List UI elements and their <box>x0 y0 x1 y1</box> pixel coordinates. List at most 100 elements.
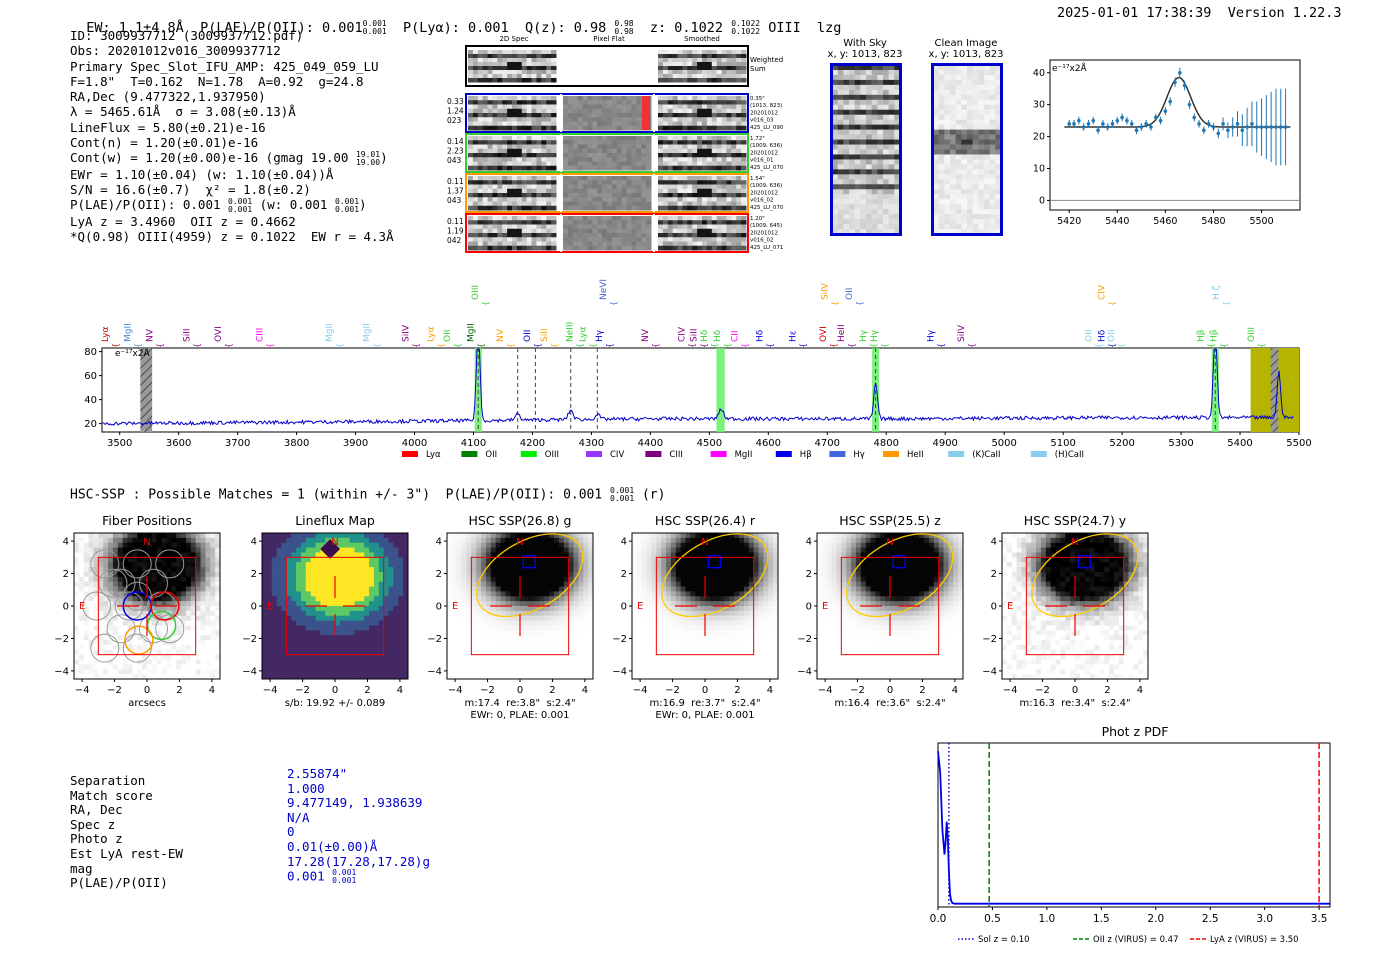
north-label: N <box>331 537 338 548</box>
spec-line-label: Hδ <box>700 329 710 342</box>
spec-line-label: MgII <box>325 323 335 342</box>
spec-legend-swatch <box>775 451 792 457</box>
spec-line-mark: { <box>453 343 462 348</box>
match-value: 17.28(17.28,17.28)g <box>287 853 430 869</box>
zoom-xtick: 5440 <box>1105 216 1129 227</box>
photz-xtick: 1.0 <box>1039 913 1056 925</box>
hsc-ytick: −4 <box>612 666 627 677</box>
spec-line-label: OII <box>1084 330 1094 342</box>
spec-line-label: NV <box>146 328 156 342</box>
zoom-point <box>1081 125 1086 129</box>
hsc-xtick: 2 <box>734 685 740 696</box>
hsc-panel-image: N E −4 −4 −2 −2 0 0 2 2 4 4 <box>54 532 221 696</box>
zoom-point <box>1105 125 1110 129</box>
zoom-point <box>1211 125 1216 129</box>
match-labels: Separation Match score RA, Dec Spec z Photo … <box>70 773 183 891</box>
cutout-row-right: 425_LU_071 <box>750 245 783 251</box>
spec-line-mark: { <box>798 343 807 348</box>
spec-green-band <box>716 348 725 432</box>
hsc-xtick: 2 <box>919 685 925 696</box>
info-block: ID: 3009937712 (3009937712.pdf) Obs: 2020… <box>70 28 394 245</box>
zoom-point <box>1163 109 1168 113</box>
cutout-row-right: v016_01 <box>750 158 774 164</box>
photz-xtick: 0.5 <box>984 913 1001 925</box>
hsc-panel-caption: EWr: 0, PLAE: 0.001 <box>655 710 755 721</box>
hsc-ytick: −2 <box>797 634 812 645</box>
hsc-panel-title: HSC SSP(24.7) y <box>1023 513 1127 528</box>
plya-value: P(Lyα): 0.001 <box>403 20 509 36</box>
spec-line-label: CIV <box>1097 284 1107 300</box>
hsc-xtick: −2 <box>850 685 865 696</box>
hsc-panel-title: HSC SSP(26.8) g <box>468 513 572 528</box>
photz-chart: 0.0 0.5 1.0 1.5 2.0 2.5 3.0 3.5 Sol z = 0.10 OII … <box>930 742 1331 945</box>
north-label: N <box>701 537 708 548</box>
spec-xtick: 3800 <box>284 438 309 449</box>
spec-xtick: 3600 <box>166 438 191 449</box>
qz-bounds: 0.98 0.98 <box>614 19 634 36</box>
spec-line-mark: { <box>436 343 445 348</box>
zoom-point <box>1259 125 1264 129</box>
zoom-point <box>1091 118 1096 123</box>
photz-xtick: 2.0 <box>1147 913 1164 925</box>
hsc-xtick: −4 <box>818 685 833 696</box>
spec-line-mark: { <box>829 343 838 348</box>
hsc-xtick: −4 <box>1003 685 1018 696</box>
spec-legend-label: Hγ <box>853 450 864 460</box>
spec-line-mark: { <box>506 343 515 348</box>
match-label: mag <box>70 860 93 876</box>
spec-legend-label: Hβ <box>800 450 812 460</box>
fiber-circle <box>106 568 136 598</box>
cutout-row-frame <box>465 173 749 213</box>
zoom-point <box>1144 122 1148 126</box>
spec-xtick: 3700 <box>225 438 250 449</box>
hsc-xtick: −4 <box>448 685 463 696</box>
spec-line-mark: { <box>651 343 660 348</box>
fiber-circle <box>155 549 185 579</box>
zoom-point <box>1283 125 1288 129</box>
photz-xtick: 3.0 <box>1256 913 1273 925</box>
fiber-circle <box>82 591 112 621</box>
hsc-ytick: 4 <box>991 537 997 548</box>
spec-line-label: CII <box>731 330 741 342</box>
spec-legend-swatch <box>520 451 537 457</box>
zoom-point <box>1158 118 1163 123</box>
north-label: N <box>1071 537 1078 548</box>
hsc-aperture-ellipse <box>846 533 954 618</box>
spec-line-mark: { <box>723 343 732 348</box>
spec-line-mark: { <box>1257 343 1266 348</box>
hsc-xtick: 2 <box>1104 685 1110 696</box>
spec-ylabel: e⁻¹⁷x2Å <box>115 347 151 359</box>
zoom-point <box>1153 115 1158 120</box>
hsc-ytick: 2 <box>991 569 997 580</box>
spec-line-label: Hδ <box>1097 329 1107 342</box>
info-line: Cont(n) = 1.20(±0.01)e-16 <box>70 135 259 151</box>
spec-line-mark: { <box>699 343 708 348</box>
z-bounds: 0.1022 0.1022 <box>731 19 761 36</box>
spec-line-label: OIII <box>1247 327 1257 342</box>
spec-legend-swatch <box>710 451 727 457</box>
clean-image <box>931 63 1003 236</box>
zoom-point <box>1096 128 1100 133</box>
timestamp-version: 2025-01-01 17:38:39 Version 1.22.3 <box>1057 5 1342 21</box>
spec-line-mark: { <box>1094 343 1103 348</box>
cutout-row-left: 2.23 <box>447 147 464 156</box>
north-label: N <box>886 537 893 548</box>
hsc-xtick: 0 <box>332 685 338 696</box>
match-values: 2.55874" 1.000 9.477149, 1.938639 N/A 0 0.01(… <box>287 766 430 885</box>
with-sky-title: With Sky x, y: 1013, 823 <box>827 38 903 60</box>
hsc-panel-title: HSC SSP(26.4) r <box>654 513 756 528</box>
zoom-point <box>1086 122 1091 126</box>
spec-line-label: OII <box>845 288 855 300</box>
fiber-circle-red <box>150 591 180 621</box>
spec-line-mark: { <box>765 343 774 348</box>
hsc-ytick: −2 <box>427 634 442 645</box>
spec-xtick: 4400 <box>638 438 663 449</box>
plae-header-bounds: 0.001 0.001 <box>362 19 387 36</box>
zoom-point <box>1216 131 1221 136</box>
hsc-ytick: 4 <box>806 537 812 548</box>
cutout-row-right: 20201012 <box>750 110 778 116</box>
plae-header: P(LAE)/P(OII): 0.001 <box>200 20 363 36</box>
cutout-row-right: (1009, 636) <box>750 143 782 149</box>
fiber-circle-green <box>146 610 177 641</box>
spec-legend-label: OII <box>485 450 497 460</box>
